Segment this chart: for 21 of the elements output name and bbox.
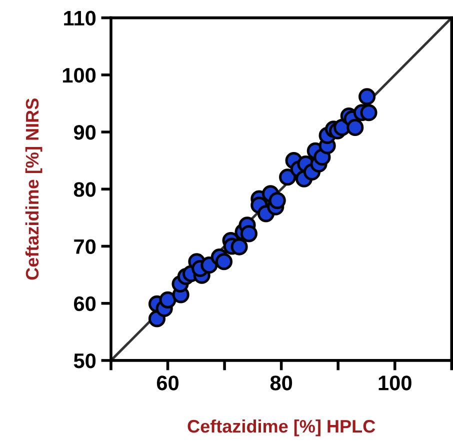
y-tick-label: 90 <box>74 125 96 140</box>
point <box>215 253 233 270</box>
point <box>240 225 258 242</box>
y-axis-title: Ceftazidime [%] NIRS <box>25 98 42 280</box>
x-tick-label: 100 <box>378 376 412 390</box>
point <box>360 104 378 122</box>
point <box>279 168 296 186</box>
y-tick-label: 110 <box>64 10 96 26</box>
y-tick-label: 70 <box>74 239 96 254</box>
y-tick-label: 60 <box>74 296 96 312</box>
point <box>159 291 176 308</box>
y-tick-label: 50 <box>74 353 96 368</box>
point <box>268 192 286 210</box>
y-tick-label: 80 <box>74 182 96 197</box>
point <box>358 88 376 106</box>
point <box>346 118 364 136</box>
x-tick-label: 60 <box>156 376 178 390</box>
point <box>230 238 248 256</box>
y-tick-label: 100 <box>62 68 96 83</box>
x-tick-label: 80 <box>270 376 292 390</box>
x-axis-title: Ceftazidime [%] HPLC <box>188 419 376 436</box>
